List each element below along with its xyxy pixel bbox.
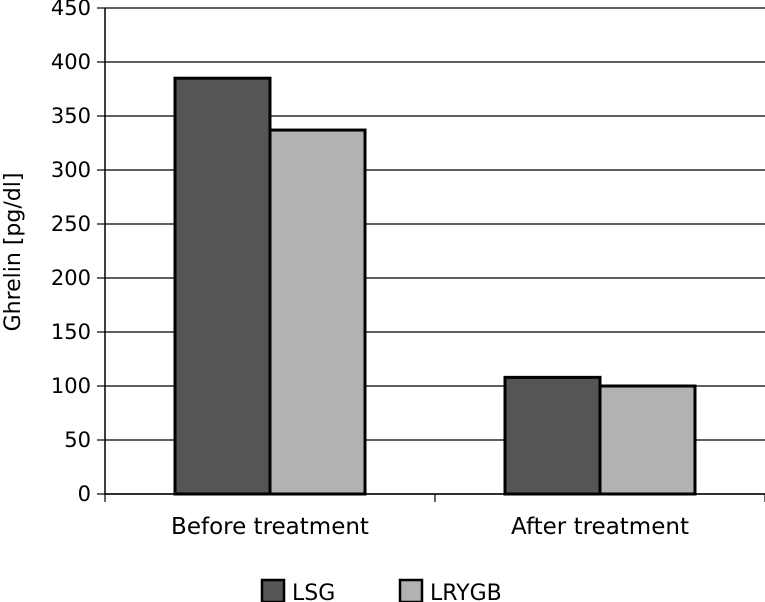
y-axis-label: Ghrelin [pg/dl] — [1, 173, 26, 332]
bars — [173, 76, 697, 496]
x-category-label: Before treatment — [171, 514, 369, 540]
bar-lrygb-2 — [598, 384, 697, 496]
legend-label-lsg: LSG — [292, 581, 335, 602]
y-tick-label: 0 — [78, 482, 91, 506]
y-tick-label: 200 — [51, 266, 91, 290]
bar-lsg-1 — [173, 76, 272, 496]
y-tick-label: 300 — [51, 158, 91, 182]
y-tick-label: 150 — [51, 320, 91, 344]
legend-swatch-lrygb — [398, 578, 424, 602]
bar-lrygb-1 — [268, 128, 367, 496]
legend-label-lrygb: LRYGB — [430, 581, 502, 602]
legend: LSG LRYGB — [260, 578, 502, 602]
axes — [97, 7, 765, 502]
x-category-label: After treatment — [511, 514, 689, 540]
y-tick-labels: 0 50 100 150 200 250 300 350 400 450 — [51, 0, 91, 506]
y-tick-label: 450 — [51, 0, 91, 20]
y-tick-label: 400 — [51, 50, 91, 74]
y-tick-label: 50 — [64, 428, 91, 452]
y-tick-label: 100 — [51, 374, 91, 398]
bar-lsg-2 — [503, 375, 602, 496]
legend-swatch-lsg — [260, 578, 286, 602]
y-tick-label: 250 — [51, 212, 91, 236]
y-tick-label: 350 — [51, 104, 91, 128]
x-category-labels: Before treatment After treatment — [171, 514, 689, 540]
